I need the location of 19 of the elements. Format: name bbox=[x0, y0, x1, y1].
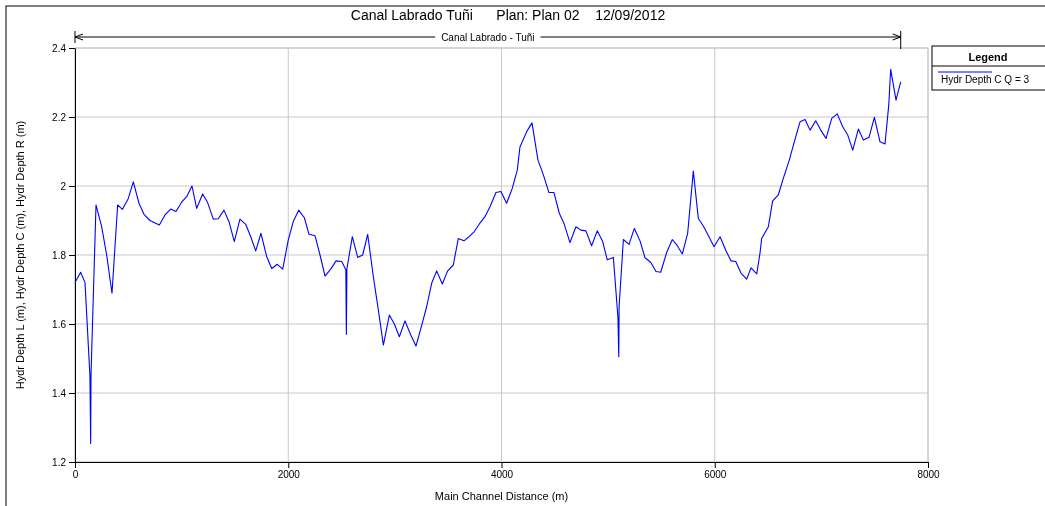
x-tick-label: 2000 bbox=[277, 469, 301, 481]
x-tick-label: 6000 bbox=[704, 469, 727, 481]
chart-title: Canal Labrado Tuñi Plan: Plan 02 12/09/2012 bbox=[350, 7, 666, 23]
y-tick-label: 2.4 bbox=[52, 42, 67, 54]
text: Canal Labrado - Tuñi bbox=[441, 32, 535, 43]
legend-title: Legend bbox=[968, 51, 1008, 63]
y-tick-label: 1.8 bbox=[52, 249, 67, 261]
text: Hydr Depth C Q = 3 bbox=[941, 74, 1030, 85]
y-tick-label: 1.2 bbox=[52, 456, 67, 468]
y-tick-label: 1.6 bbox=[52, 318, 67, 330]
y-tick-label: 1.4 bbox=[52, 387, 67, 399]
line-series bbox=[74, 68, 902, 444]
y-axis-title: Hydr Depth L (m), Hydr Depth C (m), Hydr Depth R (m) bbox=[14, 120, 26, 390]
x-axis-title: Main Channel Distance (m) bbox=[434, 490, 569, 502]
x-tick-label: 4000 bbox=[490, 469, 514, 481]
y-tick-label: 2.2 bbox=[52, 111, 67, 123]
x-tick-label: 0 bbox=[72, 469, 79, 481]
y-tick-label: 2 bbox=[60, 180, 67, 192]
x-tick-label: 8000 bbox=[917, 469, 941, 481]
